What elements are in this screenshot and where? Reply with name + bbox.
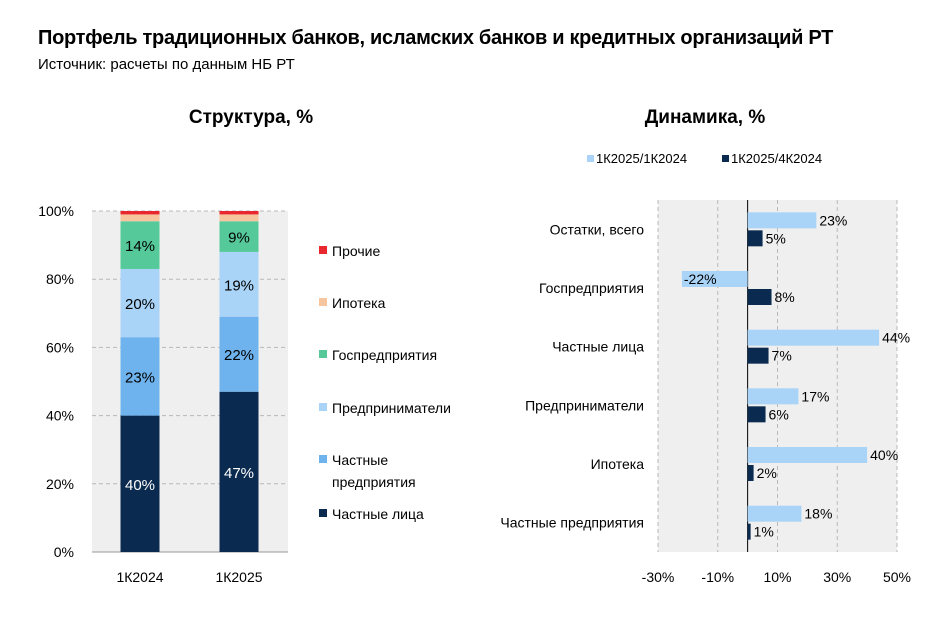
dynamics-bar-data-label: 5% (766, 230, 786, 246)
dynamics-legend-swatch (722, 155, 729, 162)
structure-legend-label: Частные (332, 452, 388, 468)
structure-bar-segment (120, 221, 160, 269)
dynamics-bar-data-label: 8% (775, 289, 795, 305)
structure-legend-label: Прочие (332, 243, 380, 259)
dynamics-bar (747, 447, 868, 463)
structure-bar-segment (219, 251, 259, 317)
structure-x-tick-label: 1К2025 (215, 569, 262, 585)
dynamics-chart-title: Динамика, % (645, 107, 766, 128)
dynamics-bar-data-label: 1% (754, 524, 774, 540)
structure-bar-segment (120, 337, 160, 416)
dynamics-bar-data-label: 7% (772, 348, 792, 364)
dynamics-legend-label: 1К2025/4К2024 (731, 151, 822, 166)
dynamics-category-label: Ипотека (591, 456, 645, 472)
dynamics-bar-data-label: 18% (804, 506, 832, 522)
structure-legend-label: Ипотека (332, 295, 386, 311)
dynamics-bar (747, 388, 799, 405)
structure-legend-label: предприятия (332, 474, 416, 490)
structure-bar-data-label: 47% (224, 465, 254, 482)
structure-bar-segment (219, 221, 259, 252)
dynamics-legend-swatch (587, 155, 594, 162)
structure-bar-segment (219, 211, 259, 215)
structure-bar-segment (120, 268, 160, 338)
dynamics-bar (747, 329, 880, 346)
dynamics-bar-data-label: 2% (757, 465, 777, 481)
dynamics-bar (747, 505, 802, 522)
structure-bar-data-label: 19% (224, 277, 254, 294)
dynamics-bar-data-label: 44% (882, 330, 910, 346)
dynamics-category-label: Госпредприятия (539, 280, 644, 296)
structure-y-tick-label: 20% (46, 476, 74, 492)
dynamics-bar (747, 230, 763, 247)
structure-y-tick-label: 100% (38, 203, 74, 219)
dynamics-bar (747, 347, 769, 364)
dynamics-legend-label: 1К2025/1К2024 (596, 151, 687, 166)
structure-chart-title: Структура, % (189, 107, 313, 128)
structure-bar-segment (120, 211, 160, 215)
structure-bar-data-label: 9% (228, 230, 250, 247)
structure-bar-data-label: 22% (224, 347, 254, 364)
dynamics-bar (747, 289, 772, 305)
dynamics-x-tick-label: 50% (883, 569, 911, 585)
dynamics-bar-data-label: 40% (870, 447, 898, 463)
structure-y-tick-label: 80% (46, 271, 74, 287)
structure-bar-segment (120, 214, 160, 222)
dynamics-bar (747, 212, 817, 229)
structure-legend-swatch (319, 455, 327, 463)
structure-y-tick-label: 60% (46, 339, 74, 355)
structure-bar-data-label: 14% (125, 238, 155, 255)
dynamics-category-label: Остатки, всего (550, 221, 645, 237)
structure-legend-label: Предприниматели (332, 400, 451, 416)
structure-legend-swatch (319, 350, 327, 358)
dynamics-bar-data-label: 17% (801, 388, 829, 404)
dynamics-x-tick-label: -30% (642, 569, 675, 585)
structure-legend-label: Госпредприятия (332, 347, 437, 363)
structure-y-tick-label: 0% (54, 544, 74, 560)
structure-x-tick-label: 1К2024 (116, 569, 163, 585)
structure-legend-swatch (319, 298, 327, 306)
dynamics-bar (747, 523, 751, 540)
dynamics-x-tick-label: 10% (763, 569, 791, 585)
structure-bar-segment (219, 316, 259, 392)
dynamics-bar (747, 406, 766, 423)
dynamics-category-label: Частные предприятия (500, 515, 644, 531)
page-subtitle: Источник: расчеты по данным НБ РТ (38, 56, 295, 73)
structure-legend-swatch (319, 403, 327, 411)
dynamics-x-tick-label: 30% (823, 569, 851, 585)
structure-legend-label: Частные лица (332, 506, 424, 522)
structure-bar-segment (120, 415, 160, 552)
structure-y-tick-label: 40% (46, 408, 74, 424)
structure-legend-swatch (319, 509, 327, 517)
dynamics-category-label: Предприниматели (525, 397, 644, 413)
dynamics-category-label: Частные лица (552, 339, 644, 355)
structure-bar-data-label: 20% (125, 296, 155, 313)
structure-bar-segment (219, 391, 259, 552)
structure-bar-segment (219, 214, 259, 222)
dynamics-bar-data-label: -22% (684, 271, 717, 287)
structure-legend-swatch (319, 246, 327, 254)
dynamics-bar (681, 271, 748, 287)
dynamics-x-tick-label: -10% (701, 569, 734, 585)
page-title: Портфель традиционных банков, исламских … (38, 27, 834, 49)
structure-bar-data-label: 23% (125, 369, 155, 386)
dynamics-bar-data-label: 6% (769, 406, 789, 422)
dynamics-bar-data-label: 23% (819, 212, 847, 228)
structure-bar-data-label: 40% (125, 477, 155, 494)
dynamics-bar (747, 465, 754, 481)
